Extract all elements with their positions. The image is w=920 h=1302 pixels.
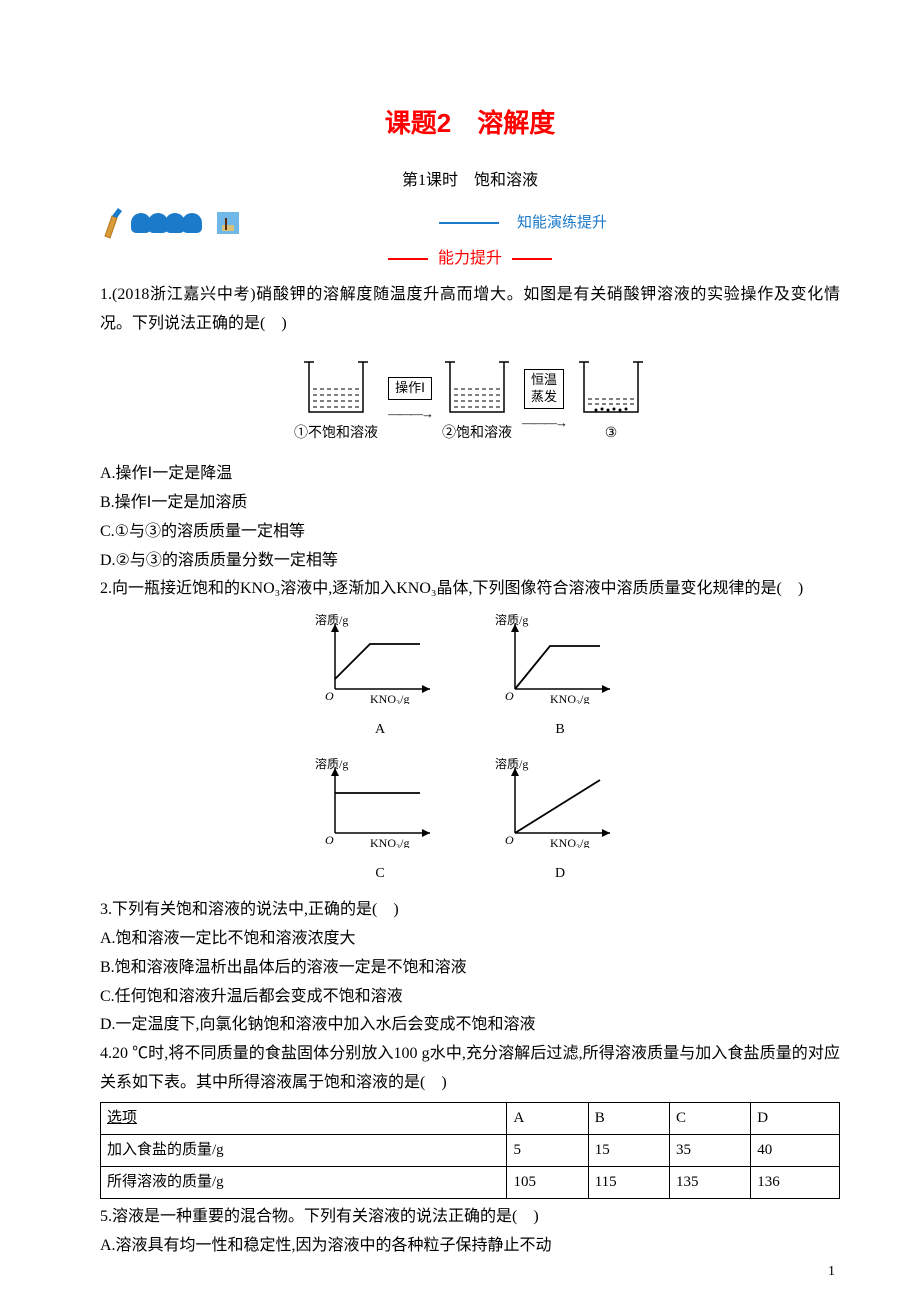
graph-c-icon: 溶质/g O KNO₃/g (315, 758, 445, 848)
graph-a-letter: A (310, 717, 450, 742)
beaker-2-icon (442, 357, 512, 417)
lesson-subtitle: 第1课时 饱和溶液 (100, 167, 840, 196)
table-cell: 115 (588, 1166, 669, 1198)
q1-option-b: B.操作Ⅰ一定是加溶质 (100, 489, 840, 518)
graph-b-icon: 溶质/g O KNO₃/g (495, 614, 625, 704)
svg-text:溶质/g: 溶质/g (495, 758, 528, 771)
table-cell: 加入食盐的质量/g (101, 1134, 507, 1166)
table-header-4: D (751, 1102, 840, 1134)
arrow-icon: ———→ (522, 411, 566, 434)
q5-stem: 5.溶液是一种重要的混合物。下列有关溶液的说法正确的是( ) (100, 1203, 840, 1232)
graph-a-icon: 溶质/g O KNO₃/g (315, 614, 445, 704)
arrow2-label: 恒温蒸发 (524, 369, 564, 409)
q3-option-a: A.饱和溶液一定比不饱和溶液浓度大 (100, 925, 840, 954)
brush-icon (100, 206, 125, 241)
svg-text:O: O (325, 689, 334, 703)
beaker2-label: ②饱和溶液 (442, 421, 512, 446)
q1-option-c: C.①与③的溶质质量一定相等 (100, 518, 840, 547)
svg-text:KNO₃/g: KNO₃/g (550, 692, 590, 704)
svg-text:O: O (505, 689, 514, 703)
table-cell: 135 (670, 1166, 751, 1198)
blue-square-icon (217, 212, 239, 234)
table-header-2: B (588, 1102, 669, 1134)
improve-label: 能力提升 (438, 250, 502, 267)
q5-option-a: A.溶液具有均一性和稳定性,因为溶液中的各种粒子保持静止不动 (100, 1232, 840, 1261)
table-header-3: C (670, 1102, 751, 1134)
q4-stem: 4.20 ℃时,将不同质量的食盐固体分别放入100 g水中,充分溶解后过滤,所得… (100, 1040, 840, 1098)
knowledge-label: 知能演练提升 (517, 210, 607, 237)
arrow1-label: 操作Ⅰ (388, 377, 432, 400)
svg-text:KNO₃/g: KNO₃/g (370, 836, 410, 848)
table-cell: 15 (588, 1134, 669, 1166)
caps-decoration (131, 213, 199, 233)
table-cell: 40 (751, 1134, 840, 1166)
q1-diagram: ①不饱和溶液 操作Ⅰ ———→ ②饱和溶液 (100, 357, 840, 446)
q3-option-c: C.任何饱和溶液升温后都会变成不饱和溶液 (100, 983, 840, 1012)
q2-stem: 2.向一瓶接近饱和的KNO₃溶液中,逐渐加入KNO₃晶体,下列图像符合溶液中溶质… (100, 575, 840, 604)
beaker-3-icon (576, 357, 646, 417)
beaker3-label: ③ (605, 421, 618, 446)
beaker-1-icon (301, 357, 371, 417)
table-cell: 136 (751, 1166, 840, 1198)
improve-line: 能力提升 (100, 245, 840, 274)
svg-text:溶质/g: 溶质/g (315, 614, 348, 627)
graph-c-letter: C (310, 861, 450, 886)
q4-table: 选项 A B C D 加入食盐的质量/g 5 15 35 40 所得溶液的质量/… (100, 1102, 840, 1199)
lesson-title: 课题2 溶解度 (100, 100, 840, 147)
graph-d-icon: 溶质/g O KNO₃/g (495, 758, 625, 848)
q2-graphs: 溶质/g O KNO₃/g A 溶质/g O KNO₃/g B (310, 614, 630, 886)
table-cell: 所得溶液的质量/g (101, 1166, 507, 1198)
svg-text:KNO₃/g: KNO₃/g (550, 836, 590, 848)
svg-text:KNO₃/g: KNO₃/g (370, 692, 410, 704)
banner: 知能演练提升 (100, 206, 840, 241)
q3-option-b: B.饱和溶液降温析出晶体后的溶液一定是不饱和溶液 (100, 954, 840, 983)
svg-text:O: O (325, 833, 334, 847)
arrow-icon: ———→ (388, 402, 432, 425)
table-cell: 105 (507, 1166, 588, 1198)
q3-option-d: D.一定温度下,向氯化钠饱和溶液中加入水后会变成不饱和溶液 (100, 1011, 840, 1040)
q1-option-a: A.操作Ⅰ一定是降温 (100, 460, 840, 489)
table-header-0: 选项 (107, 1110, 137, 1126)
table-header-1: A (507, 1102, 588, 1134)
beaker1-label: ①不饱和溶液 (294, 421, 378, 446)
svg-text:溶质/g: 溶质/g (315, 758, 348, 771)
q1-stem: 1.(2018浙江嘉兴中考)硝酸钾的溶解度随温度升高而增大。如图是有关硝酸钾溶液… (100, 281, 840, 339)
graph-d-letter: D (490, 861, 630, 886)
table-cell: 5 (507, 1134, 588, 1166)
q3-stem: 3.下列有关饱和溶液的说法中,正确的是( ) (100, 896, 840, 925)
q1-option-d: D.②与③的溶质质量分数一定相等 (100, 547, 840, 576)
svg-text:溶质/g: 溶质/g (495, 614, 528, 627)
page-number: 1 (828, 1259, 835, 1284)
svg-text:O: O (505, 833, 514, 847)
graph-b-letter: B (490, 717, 630, 742)
table-cell: 35 (670, 1134, 751, 1166)
